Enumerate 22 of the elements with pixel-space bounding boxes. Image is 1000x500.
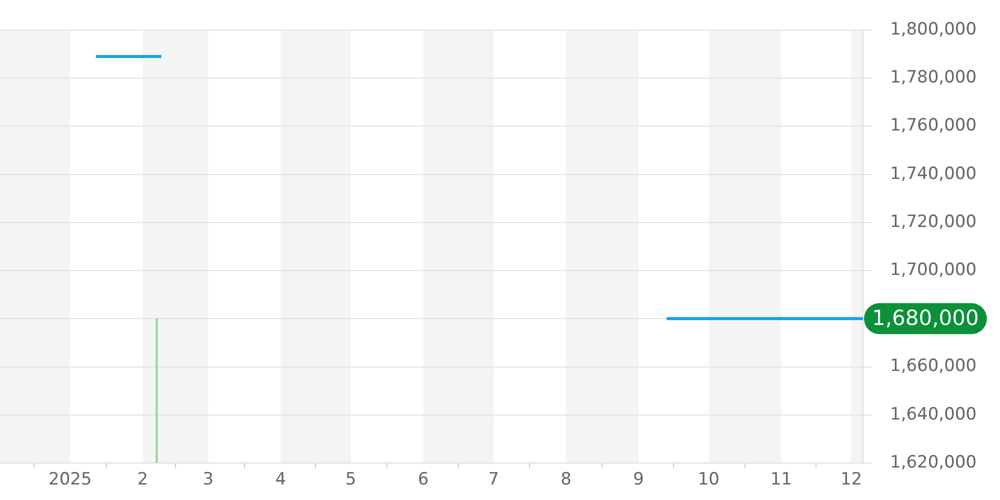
y-tick-label: 1,660,000 (890, 356, 977, 376)
x-tick-label: 9 (633, 470, 644, 490)
y-tick-label: 1,740,000 (890, 164, 977, 184)
x-tick-label: 2025 (48, 470, 92, 490)
x-tick-label: 4 (275, 470, 286, 490)
annotation: 1,680,000 (872, 306, 979, 330)
y-tick-label: 1,800,000 (890, 19, 977, 40)
x-tick-label: 6 (418, 470, 429, 490)
y-tick-label: 1,720,000 (890, 212, 977, 232)
x-tick-label: 5 (345, 470, 356, 490)
x-tick-label: 3 (202, 470, 214, 490)
x-tick-label: 8 (560, 470, 572, 490)
x-tick-label: 11 (770, 470, 792, 490)
x-tick-label: 7 (488, 470, 499, 490)
y-tick-label: 1,760,000 (890, 116, 977, 136)
y-tick-label: 1,640,000 (890, 404, 977, 424)
y-tick-label: 1,780,000 (890, 68, 977, 88)
x-tick-label: 2 (137, 470, 148, 490)
x-tick-label: 10 (698, 470, 720, 490)
x-tick-label: 12 (840, 470, 862, 490)
y-tick-label: 1,700,000 (890, 260, 977, 280)
y-tick-label: 1,620,000 (890, 452, 977, 472)
